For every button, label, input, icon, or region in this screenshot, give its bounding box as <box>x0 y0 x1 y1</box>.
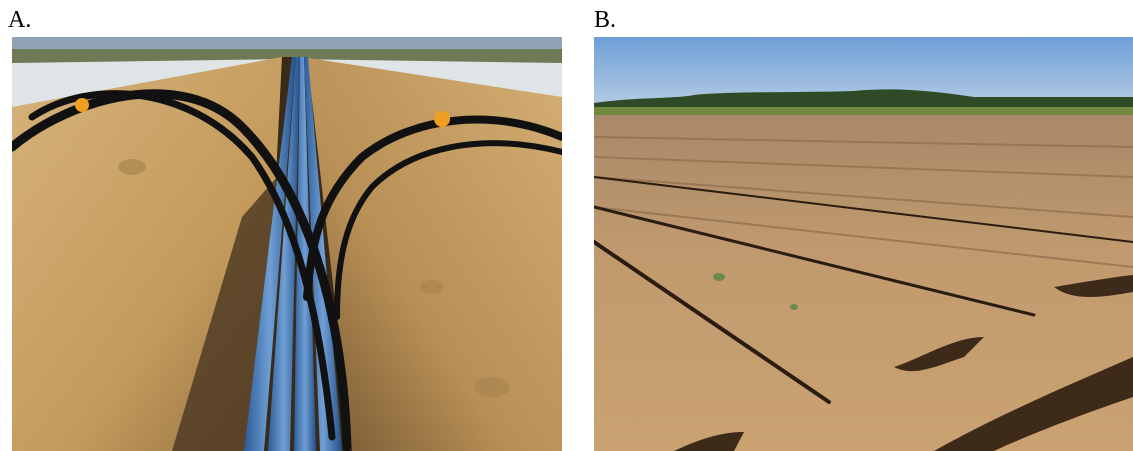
panel-label: A. <box>8 8 31 32</box>
weed <box>713 273 725 281</box>
grass-strip <box>594 107 1133 115</box>
page: A. B. <box>0 0 1133 451</box>
photo-field <box>594 37 1133 451</box>
clod <box>420 280 444 294</box>
photo-trench <box>12 37 562 451</box>
connector <box>75 98 89 112</box>
connector <box>434 111 450 127</box>
weed <box>790 304 798 310</box>
panel-label: B. <box>594 8 616 32</box>
clod <box>474 377 510 397</box>
clod <box>118 159 146 175</box>
